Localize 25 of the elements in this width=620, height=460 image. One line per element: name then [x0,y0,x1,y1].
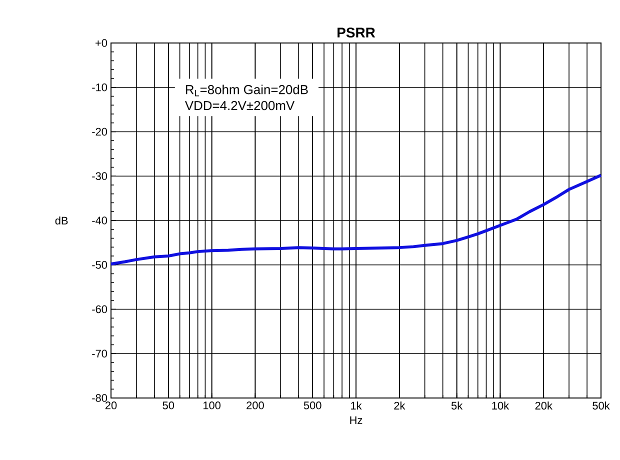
x-tick-label: 5k [451,402,463,410]
y-tick-label: -50 [92,261,108,269]
x-tick-label: 100 [203,402,221,410]
y-tick-label: +0 [96,39,108,47]
y-tick-label: -60 [92,305,108,314]
x-axis-title: Hz [350,416,362,424]
x-tick-label: 50k [592,402,610,410]
y-tick-label: -40 [92,216,108,224]
x-tick-label: 20k [535,402,552,410]
x-tick-label: 2k [394,402,406,410]
y-tick-label: -10 [92,84,108,92]
annotation: VDD=4.2V±200mV [184,100,295,110]
x-tick-label: 10k [492,402,510,410]
x-tick-label: 20 [105,402,117,410]
x-tick-label: 200 [246,402,264,410]
chart-title: PSRR [338,28,376,38]
y-tick-label: -80 [92,394,108,402]
y-tick-label: -70 [92,350,108,358]
x-tick-label: 500 [304,402,322,410]
x-tick-label: 1k [351,402,362,410]
y-tick-label: -30 [92,172,108,180]
y-tick-label: -20 [92,128,108,136]
annotation: R$_{L}$=8ohm Gain=20dB [186,84,308,96]
x-tick-label: 50 [162,402,174,410]
y-axis-title: dB [55,216,68,225]
